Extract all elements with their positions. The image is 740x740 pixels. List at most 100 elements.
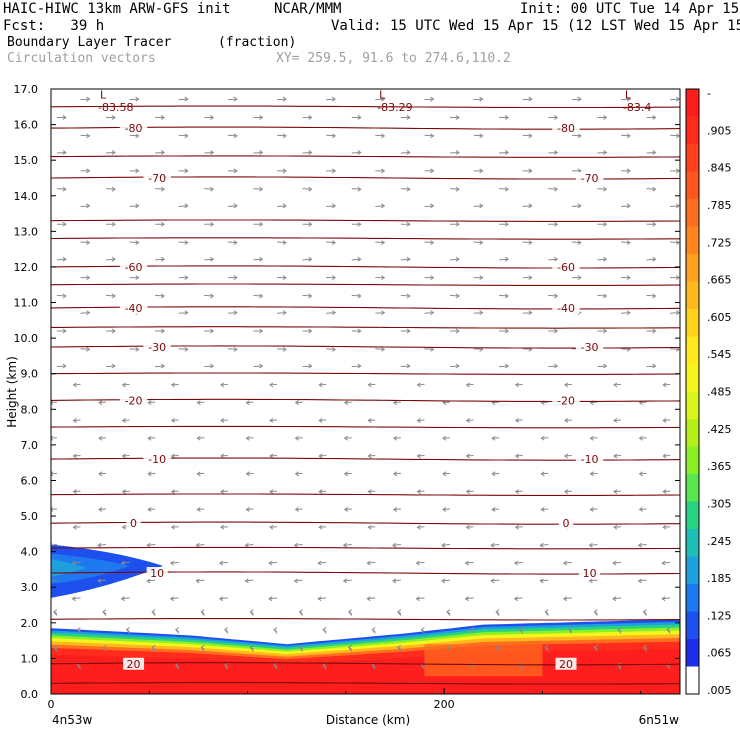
vector-arrowhead xyxy=(675,240,680,246)
vector-arrowhead xyxy=(135,168,140,174)
vector-arrowhead xyxy=(504,186,510,192)
colorbar: - .905 .845 .785 .725 .665 .605 .545 .485 .425 .36… xyxy=(685,87,732,697)
vector-arrow xyxy=(178,205,188,207)
vector-arrowhead xyxy=(72,382,77,388)
vector-arrow xyxy=(589,544,598,546)
vector-arrow xyxy=(612,561,622,564)
valid-time: Valid: 15 UTC Wed 15 Apr 15 (12 LST Wed … xyxy=(331,18,740,34)
vector-arrowhead xyxy=(200,644,205,650)
vector-arrowhead xyxy=(331,346,337,352)
vector-arrow xyxy=(268,597,278,600)
vector-arrow xyxy=(277,134,287,137)
vector-arrowhead xyxy=(563,489,569,495)
vector-arrowhead xyxy=(381,275,386,281)
contour-label: -10 xyxy=(581,453,599,466)
vector-arrowhead xyxy=(160,150,166,155)
vector-arrowhead xyxy=(62,186,67,192)
vector-arrowhead xyxy=(268,596,273,602)
vector-arrowhead xyxy=(652,115,657,120)
vector-arrow xyxy=(597,294,607,297)
vector-arrow xyxy=(155,151,165,154)
vector-arrow xyxy=(393,508,401,510)
vector-arrow xyxy=(129,205,139,207)
vector-arrowhead xyxy=(593,609,598,615)
vector-arrowhead xyxy=(613,418,618,423)
vector-arrow xyxy=(597,258,607,261)
vector-arrowhead xyxy=(406,221,411,227)
vector-arrowhead xyxy=(381,240,386,246)
vector-arrowhead xyxy=(120,596,125,602)
vector-arrow xyxy=(270,490,278,493)
vector-arrowhead xyxy=(86,275,91,281)
temperature-contour-line xyxy=(51,425,680,429)
contour-label-background xyxy=(552,260,580,273)
vector-arrowhead xyxy=(416,524,421,530)
vector-arrow xyxy=(522,348,532,350)
vector-arrowhead xyxy=(220,418,225,423)
contour-label: -40 xyxy=(125,302,143,315)
vector-arrowhead xyxy=(135,203,140,209)
vector-arrowhead xyxy=(662,453,667,459)
vector-arrowhead xyxy=(160,363,166,369)
vector-arrowhead xyxy=(554,256,559,262)
colorbar-swatch xyxy=(686,666,699,695)
vector-arrowhead xyxy=(62,221,67,227)
vector-arrow xyxy=(417,383,425,386)
vector-arrowhead xyxy=(160,328,166,334)
vector-arrow xyxy=(197,472,205,475)
vector-arrow xyxy=(326,348,336,350)
vector-arrow xyxy=(204,258,214,261)
vector-arrowhead xyxy=(613,382,618,388)
vector-arrowhead xyxy=(245,435,250,441)
vector-arrow xyxy=(227,348,237,350)
vector-arrowhead xyxy=(98,507,103,512)
vector-arrow xyxy=(155,365,165,368)
vector-arrow xyxy=(56,188,66,190)
vector-arrowhead xyxy=(675,96,680,102)
vector-arrowhead xyxy=(317,560,322,566)
x-axis-label: Distance (km) xyxy=(326,713,410,727)
vector-arrowhead xyxy=(465,524,470,530)
vector-arrowhead xyxy=(392,507,398,512)
vector-arrow xyxy=(343,544,352,546)
vector-arrowhead xyxy=(135,346,140,352)
vector-arrow xyxy=(178,98,188,101)
vector-arrow xyxy=(393,437,401,439)
y-tick-label: 8.0 xyxy=(21,403,39,416)
vector-arrowhead xyxy=(347,644,353,650)
vector-arrowhead xyxy=(268,560,273,566)
colorbar-label: .485 xyxy=(707,386,732,399)
vector-arrow xyxy=(515,526,523,528)
vector-arrowhead xyxy=(170,382,176,388)
vector-arrow xyxy=(73,490,81,493)
vector-arrowhead xyxy=(396,609,402,615)
vector-arrow xyxy=(515,490,523,493)
vector-arrowhead xyxy=(603,328,608,334)
vector-arrow xyxy=(491,579,500,582)
vector-arrowhead xyxy=(72,489,77,495)
vector-arrowhead xyxy=(318,524,323,530)
vector-arrowhead xyxy=(577,133,582,139)
vector-arrow xyxy=(318,561,327,564)
vector-arrow xyxy=(351,151,361,154)
vector-arrow xyxy=(220,419,228,421)
vector-arrow xyxy=(424,134,434,137)
vector-arrowhead xyxy=(233,346,238,352)
colorbar-label: .845 xyxy=(707,162,732,175)
vector-arrowhead xyxy=(642,644,647,650)
vector-arrowhead xyxy=(210,293,215,299)
vector-arrow xyxy=(639,401,647,404)
vector-arrow xyxy=(400,258,410,261)
vector-arrow xyxy=(590,472,598,475)
vector-arrow xyxy=(563,561,572,564)
temperature-contour-line xyxy=(51,237,680,240)
vector-arrowhead xyxy=(259,293,264,299)
contour-label-background xyxy=(552,122,580,135)
vector-arrow xyxy=(548,294,558,297)
colorbar-label: .605 xyxy=(707,311,732,324)
vector-arrow xyxy=(449,258,460,261)
vector-arrowhead xyxy=(233,275,238,281)
vector-arrowhead xyxy=(469,627,474,632)
vector-arrowhead xyxy=(479,168,484,174)
vector-arrowhead xyxy=(210,150,215,155)
